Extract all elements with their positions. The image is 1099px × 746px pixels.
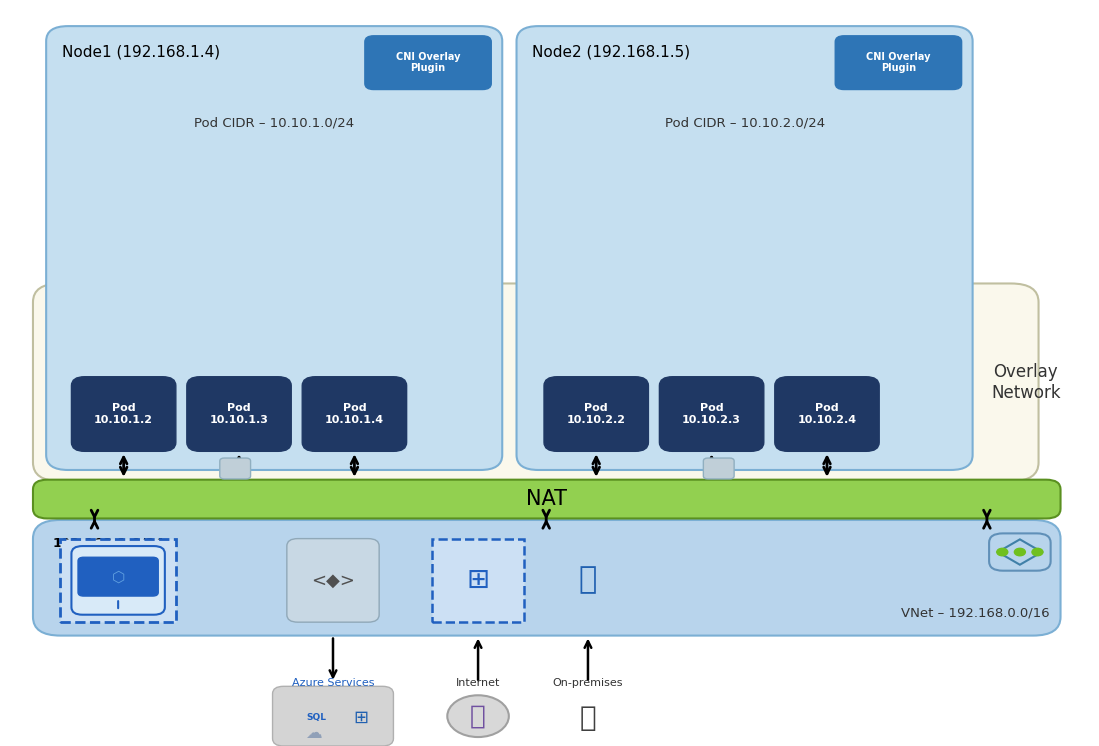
- Text: Azure Services: Azure Services: [291, 677, 375, 688]
- Text: ⬡: ⬡: [111, 569, 125, 584]
- FancyBboxPatch shape: [302, 377, 407, 451]
- Text: Pod
10.10.1.3: Pod 10.10.1.3: [210, 404, 268, 424]
- Text: 🏢: 🏢: [579, 703, 597, 732]
- FancyBboxPatch shape: [33, 520, 1061, 636]
- Circle shape: [1032, 548, 1043, 556]
- Text: VNet – 192.168.0.0/16: VNet – 192.168.0.0/16: [901, 606, 1050, 619]
- Circle shape: [447, 695, 509, 737]
- Text: Pod
10.10.2.4: Pod 10.10.2.4: [798, 404, 856, 424]
- FancyBboxPatch shape: [544, 377, 648, 451]
- Circle shape: [997, 548, 1008, 556]
- Text: ⊞: ⊞: [466, 566, 490, 595]
- Text: Node2 (192.168.1.5): Node2 (192.168.1.5): [532, 45, 690, 60]
- Text: ⊞: ⊞: [353, 709, 368, 727]
- FancyBboxPatch shape: [273, 686, 393, 746]
- Text: Pod CIDR – 10.10.1.0/24: Pod CIDR – 10.10.1.0/24: [195, 116, 354, 130]
- Text: Pod CIDR – 10.10.2.0/24: Pod CIDR – 10.10.2.0/24: [665, 116, 824, 130]
- FancyBboxPatch shape: [703, 458, 734, 479]
- Text: 🔒: 🔒: [579, 565, 597, 594]
- FancyBboxPatch shape: [220, 458, 251, 479]
- FancyBboxPatch shape: [187, 377, 291, 451]
- Text: Pod
10.10.1.4: Pod 10.10.1.4: [325, 404, 384, 424]
- Text: Node1 (192.168.1.4): Node1 (192.168.1.4): [62, 45, 220, 60]
- Text: 192.168.1.0/24: 192.168.1.0/24: [53, 536, 165, 549]
- Text: CNI Overlay
Plugin: CNI Overlay Plugin: [866, 52, 931, 73]
- FancyBboxPatch shape: [78, 557, 158, 596]
- Text: Pod
10.10.2.3: Pod 10.10.2.3: [682, 404, 741, 424]
- FancyBboxPatch shape: [659, 377, 764, 451]
- Text: Internet: Internet: [456, 677, 500, 688]
- Text: Pod
10.10.1.2: Pod 10.10.1.2: [95, 404, 153, 424]
- Text: <◆>: <◆>: [311, 571, 355, 589]
- Text: SQL: SQL: [307, 713, 326, 722]
- Text: Overlay
Network: Overlay Network: [991, 363, 1061, 402]
- FancyBboxPatch shape: [60, 539, 176, 622]
- Text: CNI Overlay
Plugin: CNI Overlay Plugin: [396, 52, 460, 73]
- FancyBboxPatch shape: [71, 377, 176, 451]
- Text: NAT: NAT: [526, 489, 567, 509]
- FancyBboxPatch shape: [835, 36, 962, 90]
- FancyBboxPatch shape: [432, 539, 524, 622]
- Text: On-premises: On-premises: [553, 677, 623, 688]
- Text: 🌐: 🌐: [470, 703, 486, 729]
- FancyBboxPatch shape: [71, 546, 165, 615]
- FancyBboxPatch shape: [287, 539, 379, 622]
- FancyBboxPatch shape: [33, 283, 1039, 481]
- FancyBboxPatch shape: [33, 480, 1061, 518]
- Circle shape: [1014, 548, 1025, 556]
- FancyBboxPatch shape: [365, 36, 491, 90]
- FancyBboxPatch shape: [46, 26, 502, 470]
- FancyBboxPatch shape: [775, 377, 879, 451]
- FancyBboxPatch shape: [517, 26, 973, 470]
- FancyBboxPatch shape: [989, 533, 1051, 571]
- Text: ☁: ☁: [304, 724, 322, 742]
- Text: Pod
10.10.2.2: Pod 10.10.2.2: [567, 404, 625, 424]
